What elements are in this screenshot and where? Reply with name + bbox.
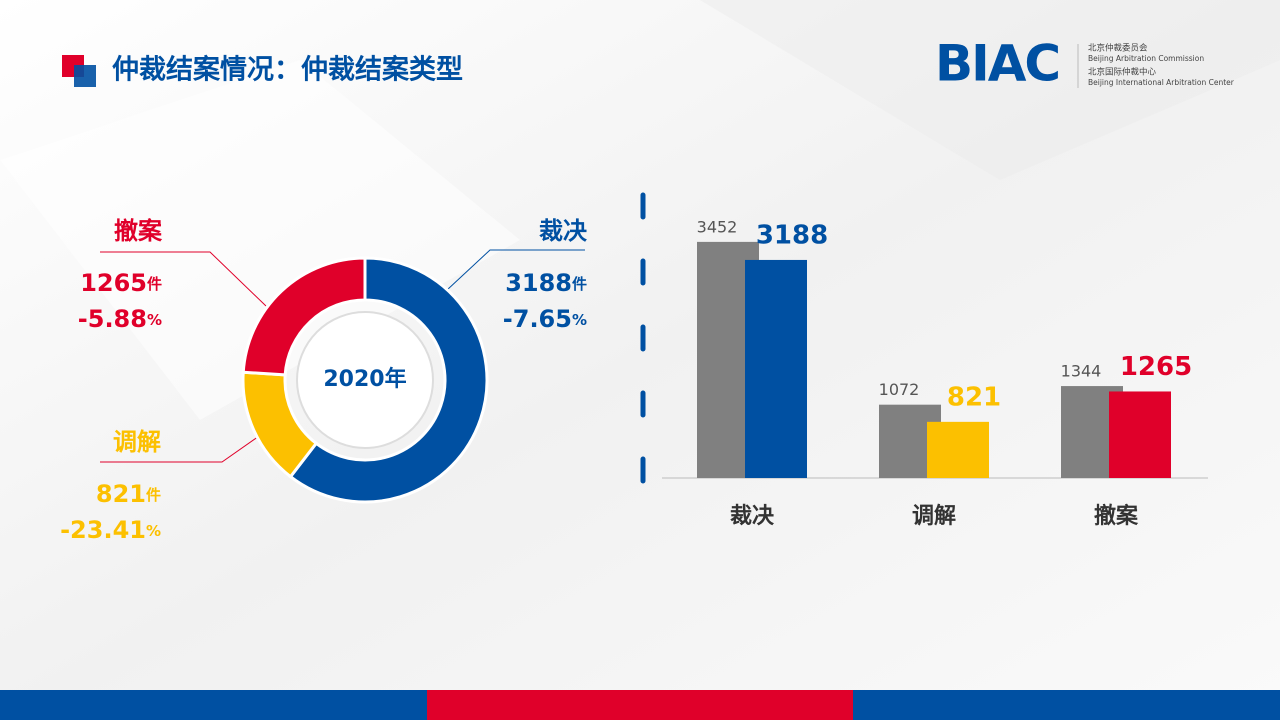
- value: 3188: [505, 269, 572, 297]
- change: -5.88: [78, 305, 147, 333]
- value-label: 3452: [697, 217, 738, 236]
- logo-line: 北京国际仲裁中心: [1088, 67, 1157, 78]
- slide-title: 仲裁结案情况：仲裁结案类型: [112, 54, 463, 86]
- center-label: 2020年: [323, 366, 406, 392]
- unit: 件: [146, 486, 161, 504]
- value-label: 1265: [1120, 352, 1192, 382]
- value-label: 1265件: [80, 269, 162, 297]
- bar: [1109, 391, 1171, 478]
- change: -7.65: [503, 305, 572, 333]
- logo-line: Beijing International Arbitration Center: [1088, 78, 1235, 87]
- value-label: 1072: [879, 380, 920, 399]
- logo-line: Beijing Arbitration Commission: [1088, 54, 1204, 63]
- change-unit: %: [147, 311, 162, 329]
- donut-segment: [241, 256, 367, 377]
- value-label: 1344: [1061, 362, 1102, 381]
- value-label: 821件: [96, 480, 161, 508]
- value: 1265: [80, 269, 147, 297]
- unit: 件: [147, 275, 162, 293]
- x-tick-label: 撤案: [1094, 503, 1139, 529]
- segment-label: 调解: [113, 428, 161, 456]
- change-unit: %: [146, 522, 161, 540]
- footer-band: [427, 690, 853, 720]
- change: -23.41: [60, 516, 146, 544]
- x-tick-label: 裁决: [730, 503, 775, 529]
- bg-shape: [0, 60, 520, 420]
- change-label: -5.88%: [78, 305, 162, 333]
- value-label: 3188件: [505, 269, 587, 297]
- logo-line: 北京仲裁委员会: [1088, 43, 1148, 54]
- value-label: 3188: [756, 220, 828, 250]
- value: 821: [96, 480, 146, 508]
- footer-band: [0, 690, 427, 720]
- title-icon: [74, 65, 96, 87]
- unit: 件: [572, 275, 587, 293]
- change-unit: %: [572, 311, 587, 329]
- donut-segment: [288, 256, 489, 504]
- bg-shape: [700, 0, 1280, 180]
- bar: [745, 259, 807, 478]
- donut-hole: [296, 311, 434, 449]
- segment-label: 撤案: [114, 217, 163, 245]
- segment-label: 裁决: [539, 217, 588, 245]
- logo-mark: BIAC: [935, 35, 1059, 93]
- bar: [927, 421, 989, 478]
- change-label: -23.41%: [60, 516, 161, 544]
- leader-line: [446, 249, 585, 291]
- x-tick-label: 调解: [912, 503, 956, 529]
- leader-line: [100, 251, 267, 307]
- value-label: 821: [947, 382, 1001, 412]
- change-label: -7.65%: [503, 305, 587, 333]
- footer-band: [853, 690, 1280, 720]
